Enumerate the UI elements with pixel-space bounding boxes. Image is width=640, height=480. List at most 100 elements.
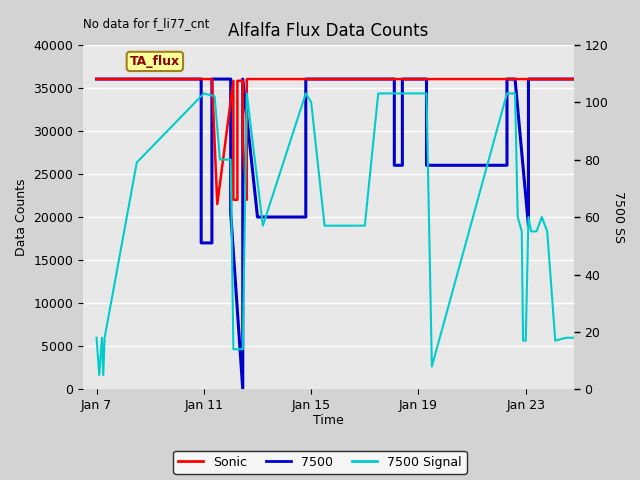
7500 Signal	[200, 91, 208, 96]
Sonic	[213, 201, 221, 207]
7500 Signal	[133, 159, 141, 165]
7500 Signal	[216, 156, 224, 162]
7500 Signal	[361, 223, 369, 228]
7500	[511, 76, 519, 82]
7500	[227, 210, 234, 216]
Y-axis label: 7500 SS: 7500 SS	[612, 191, 625, 243]
X-axis label: Time: Time	[313, 414, 344, 427]
Title: Alfalfa Flux Data Counts: Alfalfa Flux Data Counts	[228, 22, 429, 40]
7500	[302, 76, 310, 82]
7500	[399, 162, 406, 168]
Sonic	[234, 197, 241, 203]
7500	[422, 76, 430, 82]
Line: Sonic: Sonic	[97, 79, 574, 204]
7500	[253, 214, 261, 220]
7500	[215, 76, 223, 82]
7500	[422, 162, 430, 168]
7500	[208, 240, 216, 246]
7500	[399, 76, 406, 82]
7500 Signal	[511, 91, 519, 96]
7500 Signal	[562, 335, 570, 341]
7500 Signal	[532, 228, 540, 234]
Sonic	[248, 76, 256, 82]
7500	[93, 76, 100, 82]
Text: No data for f_li77_cnt: No data for f_li77_cnt	[83, 17, 209, 30]
7500 Signal	[98, 335, 106, 341]
7500	[390, 76, 398, 82]
Sonic	[243, 197, 251, 203]
7500 Signal	[230, 347, 237, 352]
7500 Signal	[227, 156, 234, 162]
Line: 7500 Signal: 7500 Signal	[97, 94, 574, 375]
Sonic	[93, 76, 100, 82]
7500	[570, 76, 578, 82]
7500	[525, 76, 532, 82]
7500 Signal	[507, 91, 515, 96]
Y-axis label: Data Counts: Data Counts	[15, 178, 28, 256]
7500 Signal	[374, 91, 382, 96]
7500	[208, 76, 216, 82]
7500 Signal	[422, 91, 430, 96]
Sonic	[208, 76, 216, 82]
7500 Signal	[409, 91, 417, 96]
7500	[409, 76, 417, 82]
7500 Signal	[307, 99, 315, 105]
7500	[503, 76, 511, 82]
7500 Signal	[243, 91, 251, 96]
Sonic	[208, 76, 216, 82]
7500	[503, 162, 511, 168]
7500 Signal	[522, 338, 529, 344]
Sonic	[106, 76, 114, 82]
Text: TA_flux: TA_flux	[130, 55, 180, 68]
7500 Signal	[503, 91, 511, 96]
7500 Signal	[514, 214, 522, 220]
7500 Signal	[99, 372, 107, 378]
7500 Signal	[321, 223, 328, 228]
7500 Signal	[543, 228, 551, 234]
7500 Signal	[415, 91, 422, 96]
Sonic	[248, 76, 256, 82]
Sonic	[243, 76, 251, 82]
7500	[239, 386, 246, 392]
7500 Signal	[570, 335, 578, 341]
7500 Signal	[428, 364, 436, 370]
7500	[106, 76, 114, 82]
Sonic	[230, 78, 237, 84]
7500	[227, 76, 234, 82]
7500 Signal	[538, 214, 546, 220]
7500	[511, 76, 519, 82]
7500 Signal	[95, 372, 103, 378]
Sonic	[213, 201, 221, 207]
7500 Signal	[239, 347, 246, 352]
7500 Signal	[525, 214, 532, 220]
7500 Signal	[259, 223, 267, 228]
7500 Signal	[519, 338, 527, 344]
Line: 7500: 7500	[97, 79, 574, 389]
7500 Signal	[527, 228, 535, 234]
7500 Signal	[100, 335, 108, 341]
7500 Signal	[518, 228, 525, 234]
Sonic	[106, 76, 114, 82]
7500	[239, 76, 246, 82]
7500	[525, 223, 532, 228]
7500	[302, 214, 310, 220]
7500 Signal	[552, 338, 559, 344]
7500 Signal	[509, 91, 516, 96]
7500	[390, 162, 398, 168]
7500	[215, 76, 223, 82]
7500 Signal	[302, 91, 310, 96]
Legend: Sonic, 7500, 7500 Signal: Sonic, 7500, 7500 Signal	[173, 451, 467, 474]
7500	[253, 214, 261, 220]
Sonic	[239, 141, 246, 146]
7500 Signal	[211, 94, 218, 99]
7500	[197, 76, 205, 82]
7500	[106, 76, 114, 82]
Sonic	[570, 76, 578, 82]
Sonic	[230, 197, 237, 203]
7500 Signal	[93, 335, 100, 341]
Sonic	[234, 78, 241, 84]
7500 Signal	[390, 91, 398, 96]
7500	[409, 76, 417, 82]
Sonic	[239, 78, 246, 84]
7500	[197, 240, 205, 246]
